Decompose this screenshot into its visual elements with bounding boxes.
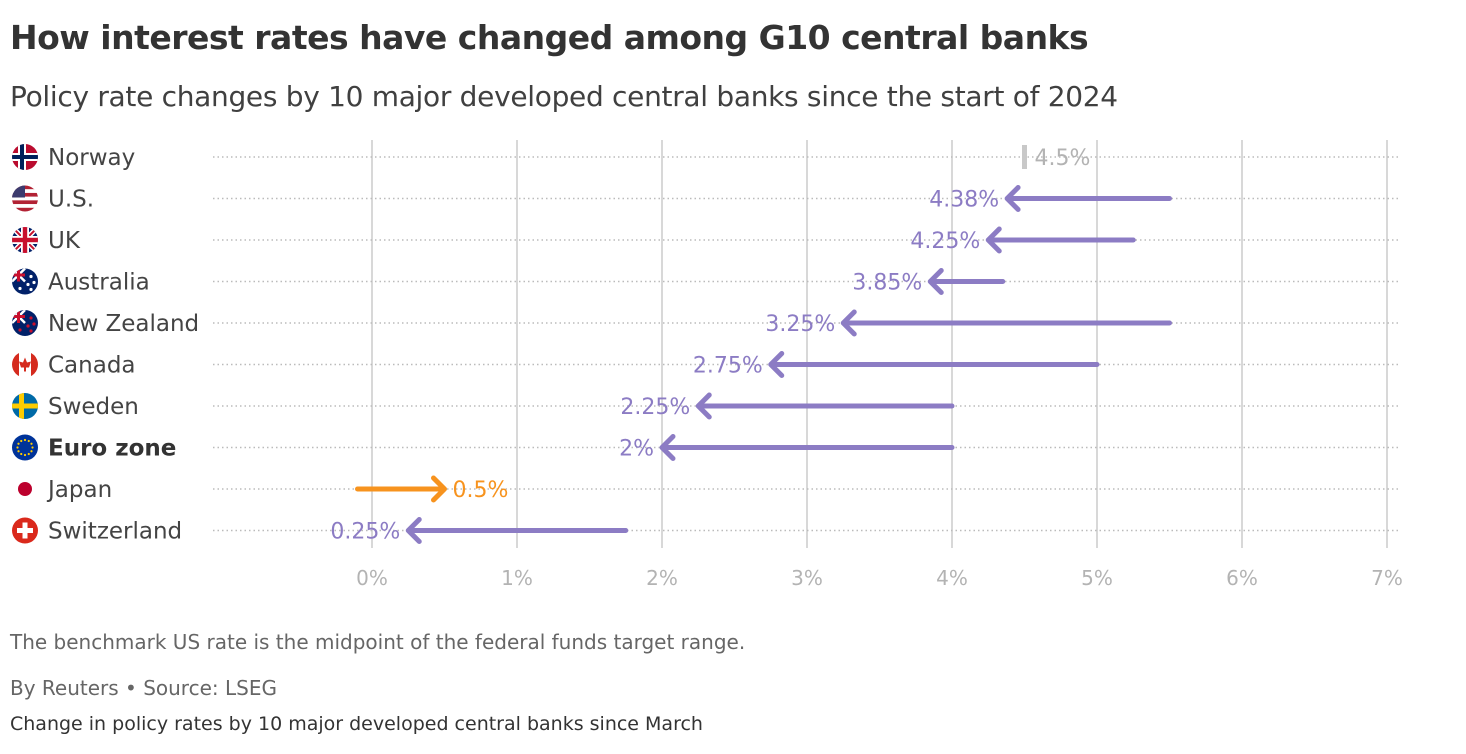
rate-label: 2% (619, 437, 654, 462)
us-flag-icon (12, 185, 38, 212)
row-uk: UK 4.25% (12, 226, 1400, 254)
footnote: The benchmark US rate is the midpoint of… (10, 630, 746, 654)
uk-flag-icon (12, 227, 38, 253)
row-u-s-: U.S. 4.38% (12, 185, 1400, 213)
rate-label: 2.75% (693, 354, 763, 379)
eu-flag-icon (12, 434, 38, 461)
rate-arrow-head (927, 268, 944, 295)
rate-label: 3.85% (852, 271, 922, 296)
rate-arrow-head (695, 392, 712, 420)
country-label: Japan (46, 477, 112, 503)
chart-title: How interest rates have changed among G1… (10, 18, 1089, 57)
row-norway: Norway 4.5% (12, 144, 1400, 171)
rate-label: 2.25% (620, 395, 690, 420)
row-japan: Japan 0.5% (12, 475, 1400, 503)
country-label: Canada (48, 353, 136, 379)
rate-arrow-head (659, 434, 676, 461)
switzerland-flag-icon (12, 517, 38, 544)
rate-arrow-head (840, 309, 857, 337)
australia-flag-icon (12, 268, 38, 295)
row-australia: Australia 3.85% (12, 268, 1400, 296)
rate-label: 0.25% (330, 520, 400, 545)
rate-arrow-head (768, 351, 785, 378)
chart-subtitle: Policy rate changes by 10 major develope… (10, 80, 1118, 113)
x-tick-label: 2% (646, 566, 678, 590)
canada-flag-icon (12, 351, 38, 378)
country-label: Euro zone (48, 436, 176, 462)
row-switzerland: Switzerland 0.25% (12, 517, 1400, 545)
row-new-zealand: New Zealand 3.25% (12, 309, 1400, 337)
country-label: New Zealand (48, 311, 199, 337)
rate-label: 3.25% (765, 312, 835, 337)
rate-arrow-head (985, 226, 1002, 254)
country-label: UK (48, 228, 81, 254)
country-label: Sweden (48, 394, 139, 420)
row-canada: Canada 2.75% (12, 351, 1400, 379)
x-tick-label: 3% (791, 566, 823, 590)
new-zealand-flag-icon (12, 310, 38, 336)
x-tick-label: 7% (1371, 566, 1403, 590)
rate-label: 0.5% (453, 478, 509, 503)
x-tick-label: 5% (1081, 566, 1113, 590)
country-label: U.S. (48, 187, 94, 213)
x-tick-label: 0% (356, 566, 388, 590)
country-label: Switzerland (48, 519, 182, 545)
x-tick-label: 6% (1226, 566, 1258, 590)
norway-flag-icon (12, 144, 38, 170)
row-sweden: Sweden 2.25% (12, 392, 1400, 420)
caption: Change in policy rates by 10 major devel… (10, 713, 703, 735)
x-tick-label: 4% (936, 566, 968, 590)
row-euro-zone: Euro zone 2% (12, 434, 1400, 462)
rate-label: 4.25% (910, 229, 980, 254)
x-tick-label: 1% (501, 566, 533, 590)
rate-arrow-head (431, 475, 447, 503)
rate-arrow-head (405, 517, 422, 544)
country-label: Australia (48, 270, 150, 296)
rate-arrow-head (1004, 185, 1021, 212)
japan-flag-icon (12, 476, 38, 502)
rate-label: 4.38% (929, 188, 999, 213)
sweden-flag-icon (12, 393, 38, 419)
arrow-chart: 0% 1% 2% 3% 4% 5% 6% 7% Norway 4.5% U.S. 4.38% UK 4.2… (12, 140, 1403, 590)
rate-label: 4.5% (1035, 146, 1091, 171)
country-label: Norway (48, 145, 135, 171)
source-line: By Reuters • Source: LSEG (10, 676, 277, 700)
